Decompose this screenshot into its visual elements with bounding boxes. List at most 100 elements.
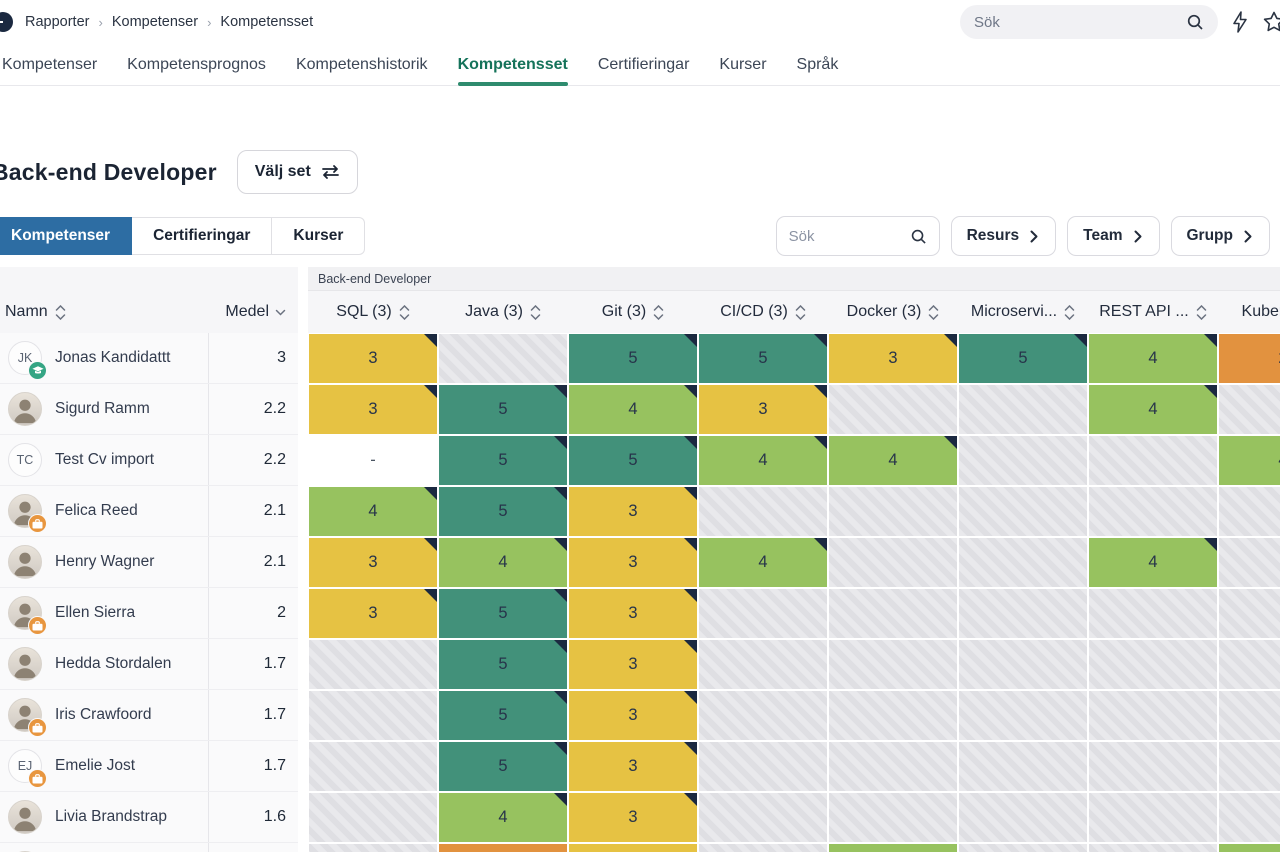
score-cell-git-3[interactable]: 3 [569, 487, 697, 536]
score-cell-java-3[interactable]: 4 [439, 793, 567, 842]
global-search[interactable] [960, 5, 1218, 39]
skill-column-label: Docker (3) [846, 303, 922, 320]
view-tab-kurser[interactable]: Kurser [272, 217, 366, 255]
score-cell-git-3[interactable] [569, 844, 697, 852]
skill-group-header: Back-end Developer [308, 267, 1280, 291]
score-cell-sql-3[interactable]: 4 [309, 487, 437, 536]
table-row-henry-wagner[interactable]: Henry Wagner 2.1 [0, 537, 298, 588]
search-icon [1186, 13, 1204, 31]
column-header-ci-cd-3[interactable]: CI/CD (3) [698, 291, 828, 333]
score-cell-microservi[interactable]: 5 [959, 334, 1087, 383]
column-header-medel[interactable]: Medel [208, 303, 298, 321]
table-search[interactable] [775, 216, 940, 256]
column-header-kubern[interactable]: Kubern... [1218, 291, 1280, 333]
score-cell-java-3[interactable] [439, 844, 567, 852]
medel-value: 1.7 [208, 690, 298, 740]
column-header-docker-3[interactable]: Docker (3) [828, 291, 958, 333]
main-tab-kompetenshistorik[interactable]: Kompetenshistorik [295, 55, 428, 73]
table-row-iris-crawfoord[interactable]: Iris Crawfoord 1.7 [0, 690, 298, 741]
score-cell-rest-api[interactable]: 4 [1089, 385, 1217, 434]
score-cell-java-3[interactable]: 5 [439, 742, 567, 791]
table-row-emelie-jost[interactable]: EJ Emelie Jost 1.7 [0, 741, 298, 792]
main-tab-spr-k[interactable]: Språk [796, 55, 839, 73]
main-tab-kompetensset[interactable]: Kompetensset [457, 44, 569, 86]
score-cell-ci-cd-3[interactable]: 4 [699, 538, 827, 587]
star-icon[interactable] [1262, 10, 1280, 34]
score-cell-java-3[interactable]: 5 [439, 640, 567, 689]
filter-button-team[interactable]: Team [1067, 216, 1160, 256]
table-row[interactable] [0, 843, 298, 852]
table-row-jonas-kandidattt[interactable]: JK Jonas Kandidattt 3 [0, 333, 298, 384]
score-cell-sql-3[interactable]: 3 [309, 334, 437, 383]
main-tab-kompetensprognos[interactable]: Kompetensprognos [127, 55, 266, 73]
table-row-felica-reed[interactable]: Felica Reed 2.1 [0, 486, 298, 537]
table-row-livia-brandstrap[interactable]: Livia Brandstrap 1.6 [0, 792, 298, 843]
column-header-sql-3[interactable]: SQL (3) [308, 291, 438, 333]
breadcrumb-item-kompetensset[interactable]: Kompetensset [220, 14, 314, 30]
score-cell-ci-cd-3[interactable]: 3 [699, 385, 827, 434]
main-tab-certifieringar[interactable]: Certifieringar [597, 55, 690, 73]
score-cell-rest-api[interactable]: 4 [1089, 334, 1217, 383]
score-cell-kubern[interactable] [1219, 844, 1280, 852]
score-cell-docker-3[interactable]: 3 [829, 334, 957, 383]
score-cell-empty-rest-api [1089, 844, 1217, 852]
table-search-input[interactable] [788, 227, 902, 245]
score-cell-java-3[interactable]: 5 [439, 385, 567, 434]
score-cell-git-3[interactable]: 3 [569, 691, 697, 740]
score-cell-java-3[interactable]: 5 [439, 589, 567, 638]
work-badge-icon [28, 514, 47, 533]
column-header-git-3[interactable]: Git (3) [568, 291, 698, 333]
view-tab-certifieringar[interactable]: Certifieringar [132, 217, 273, 255]
table-row-test-cv-import[interactable]: TC Test Cv import 2.2 [0, 435, 298, 486]
score-cell-java-3[interactable]: 4 [439, 538, 567, 587]
score-cell-sql-3[interactable]: - [309, 436, 437, 485]
table-row-hedda-stordalen[interactable]: Hedda Stordalen 1.7 [0, 639, 298, 690]
select-set-button[interactable]: Välj set [236, 150, 358, 194]
global-search-input[interactable] [974, 13, 1178, 31]
score-cell-git-3[interactable]: 3 [569, 793, 697, 842]
score-cell-git-3[interactable]: 3 [569, 640, 697, 689]
column-header-rest-api[interactable]: REST API ... [1088, 291, 1218, 333]
score-cell-git-3[interactable]: 4 [569, 385, 697, 434]
score-cell-docker-3[interactable] [829, 844, 957, 852]
score-cell-git-3[interactable]: 5 [569, 436, 697, 485]
column-header-microservi[interactable]: Microservi... [958, 291, 1088, 333]
view-tab-kompetenser[interactable]: Kompetenser [0, 217, 133, 255]
score-cell-kubern[interactable]: 2 [1219, 334, 1280, 383]
score-cell-sql-3[interactable]: 3 [309, 385, 437, 434]
score-cell-git-3[interactable]: 3 [569, 589, 697, 638]
breadcrumb-item-rapporter[interactable]: Rapporter [25, 14, 90, 30]
score-cell-git-3[interactable]: 3 [569, 742, 697, 791]
score-cell-git-3[interactable]: 5 [569, 334, 697, 383]
table-row-ellen-sierra[interactable]: Ellen Sierra 2 [0, 588, 298, 639]
score-cell-rest-api[interactable]: 4 [1089, 538, 1217, 587]
table-row-sigurd-ramm[interactable]: Sigurd Ramm 2.2 [0, 384, 298, 435]
main-tab-kompetenser[interactable]: Kompetenser [2, 55, 98, 73]
avatar-photo [8, 647, 42, 681]
score-cell-ci-cd-3[interactable]: 4 [699, 436, 827, 485]
score-cell-empty-docker-3 [829, 487, 957, 536]
score-cell-empty-ci-cd-3 [699, 589, 827, 638]
filter-button-resurs[interactable]: Resurs [950, 216, 1057, 256]
title-row: Back-end Developer Välj set [0, 150, 358, 194]
lightning-icon[interactable] [1230, 10, 1250, 34]
score-cell-git-3[interactable]: 3 [569, 538, 697, 587]
main-tab-kurser[interactable]: Kurser [719, 55, 767, 73]
score-cell-java-3[interactable]: 5 [439, 691, 567, 740]
breadcrumb-item-kompetenser[interactable]: Kompetenser [111, 14, 199, 30]
work-badge-icon [28, 616, 47, 635]
score-cell-sql-3[interactable]: 3 [309, 589, 437, 638]
column-header-java-3[interactable]: Java (3) [438, 291, 568, 333]
column-header-name[interactable]: Namn [0, 303, 208, 321]
score-cell-docker-3[interactable]: 4 [829, 436, 957, 485]
score-cell-java-3[interactable]: 5 [439, 487, 567, 536]
score-cell-sql-3[interactable]: 3 [309, 538, 437, 587]
score-cell-empty-docker-3 [829, 385, 957, 434]
score-cell-kubern[interactable]: 4 [1219, 436, 1280, 485]
score-cell-ci-cd-3[interactable]: 5 [699, 334, 827, 383]
app-logo-icon[interactable] [0, 12, 13, 32]
filter-button-grupp[interactable]: Grupp [1170, 216, 1270, 256]
score-cell-java-3[interactable]: 5 [439, 436, 567, 485]
person-name: Iris Crawfoord [55, 706, 152, 723]
table-body: JK Jonas Kandidattt 3 Sigurd Ramm 2.2 TC Test … [0, 333, 1280, 852]
